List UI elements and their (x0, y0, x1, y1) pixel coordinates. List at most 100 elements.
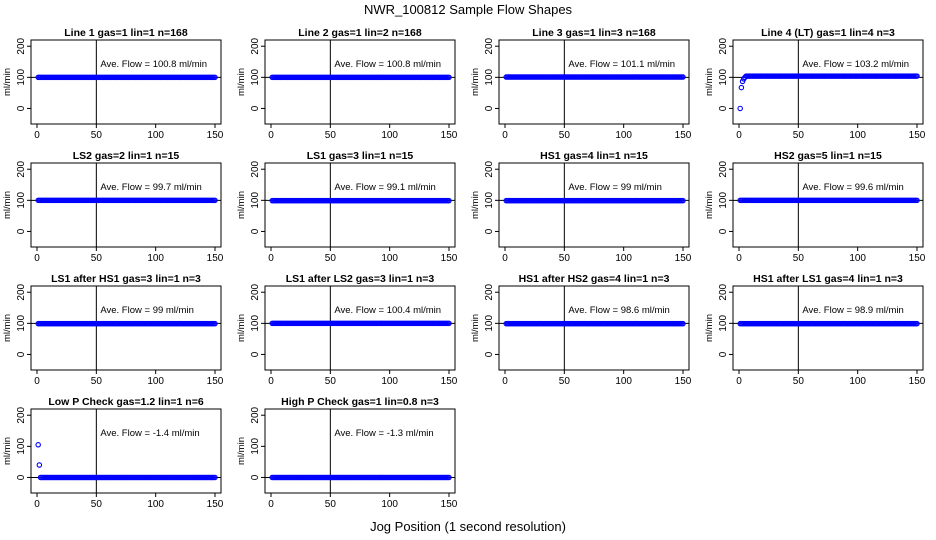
x-tick-label: 100 (147, 499, 164, 510)
y-axis-label: ml/min (236, 191, 247, 219)
y-tick-label: 0 (484, 105, 495, 111)
y-tick-label: 100 (718, 69, 729, 86)
data-series (737, 197, 920, 204)
y-axis-label: ml/min (470, 68, 481, 96)
panel-title: LS1 after HS1 gas=3 lin=1 n=3 (51, 273, 201, 285)
y-axis-label: ml/min (2, 191, 13, 219)
x-tick-label: 50 (325, 253, 337, 264)
panel: LS1 after LS2 gas=3 lin=1 n=3 0 50 100 150 0 1… (236, 273, 458, 387)
panel: Line 2 gas=1 lin=2 n=168 0 50 100 150 0 100 200… (236, 27, 458, 141)
data-point (36, 462, 43, 468)
data-point (446, 320, 452, 327)
data-series (269, 474, 452, 481)
ave-flow-annotation: Ave. Flow = 99.7 ml/min (100, 182, 201, 193)
panel-title: HS2 gas=5 lin=1 n=15 (774, 150, 882, 162)
x-tick-label: 150 (909, 130, 926, 141)
ave-flow-annotation: Ave. Flow = -1.3 ml/min (334, 428, 433, 439)
data-series (737, 320, 920, 327)
x-tick-label: 150 (675, 130, 692, 141)
data-point (737, 105, 743, 112)
x-tick-label: 100 (381, 376, 398, 387)
y-axis-label: ml/min (470, 314, 481, 342)
data-point (914, 197, 920, 204)
y-tick-label: 0 (718, 228, 729, 234)
panel-title: High P Check gas=1 lin=0.8 n=3 (281, 396, 439, 408)
plot-frame (30, 162, 222, 248)
ave-flow-annotation: Ave. Flow = 99 ml/min (100, 305, 194, 316)
ave-flow-annotation: Ave. Flow = 103.2 ml/min (802, 59, 909, 70)
y-tick-label: 0 (250, 474, 261, 480)
y-tick-label: 100 (484, 315, 495, 332)
x-tick-label: 150 (675, 253, 692, 264)
data-series (737, 73, 920, 112)
panel-title: HS1 gas=4 lin=1 n=15 (540, 150, 648, 162)
plot-frame (30, 408, 222, 494)
x-tick-label: 100 (147, 253, 164, 264)
data-point (446, 74, 452, 81)
ave-flow-annotation: Ave. Flow = 99.1 ml/min (334, 182, 435, 193)
y-tick-label: 200 (484, 283, 495, 300)
data-point (680, 74, 686, 80)
y-tick-label: 100 (484, 192, 495, 209)
panel-title: Line 3 gas=1 lin=3 n=168 (532, 27, 656, 39)
x-tick-label: 150 (441, 499, 458, 510)
panel: High P Check gas=1 lin=0.8 n=3 0 50 100 150 0… (236, 396, 458, 510)
plot-frame (732, 39, 924, 125)
y-tick-label: 0 (484, 351, 495, 357)
panel: Line 4 (LT) gas=1 lin=4 n=3 0 50 100 150 0 100… (704, 27, 926, 141)
x-tick-label: 150 (441, 130, 458, 141)
plot-frame (498, 39, 690, 125)
data-point (738, 84, 745, 91)
plot-frame (498, 162, 690, 248)
data-point (212, 197, 218, 204)
y-tick-label: 100 (250, 315, 261, 332)
data-point (680, 320, 686, 327)
data-series (35, 74, 218, 81)
data-point (35, 442, 41, 448)
panel: Low P Check gas=1.2 lin=1 n=6 0 50 100 150 0 1… (2, 396, 224, 510)
x-tick-label: 50 (559, 130, 571, 141)
data-point (446, 474, 452, 481)
plot-frame (498, 285, 690, 371)
y-tick-label: 0 (484, 228, 495, 234)
x-tick-label: 150 (909, 376, 926, 387)
x-tick-label: 0 (736, 253, 742, 264)
y-tick-label: 200 (16, 160, 27, 177)
ave-flow-annotation: Ave. Flow = -1.4 ml/min (100, 428, 199, 439)
ave-flow-annotation: Ave. Flow = 100.8 ml/min (334, 59, 441, 70)
y-axis-label: ml/min (704, 314, 715, 342)
data-point (914, 320, 920, 327)
y-tick-label: 100 (718, 192, 729, 209)
plot-frame (264, 285, 456, 371)
x-tick-label: 50 (559, 376, 571, 387)
y-tick-label: 200 (484, 37, 495, 54)
x-tick-label: 0 (502, 253, 508, 264)
x-tick-label: 0 (736, 130, 742, 141)
panel-title: LS1 gas=3 lin=1 n=15 (307, 150, 414, 162)
x-tick-label: 100 (615, 253, 632, 264)
y-tick-label: 100 (16, 192, 27, 209)
panel-title: Line 2 gas=1 lin=2 n=168 (298, 27, 422, 39)
x-tick-label: 50 (793, 253, 805, 264)
x-tick-label: 0 (268, 130, 274, 141)
x-tick-label: 100 (849, 253, 866, 264)
data-point (914, 73, 920, 79)
panels: Line 1 gas=1 lin=1 n=168 0 50 100 150 0 100 200… (2, 27, 926, 510)
y-tick-label: 100 (16, 438, 27, 455)
panel-title: HS1 after HS2 gas=4 lin=1 n=3 (519, 273, 670, 285)
panel-title: Low P Check gas=1.2 lin=1 n=6 (48, 396, 203, 408)
y-axis-label: ml/min (704, 191, 715, 219)
ave-flow-annotation: Ave. Flow = 98.9 ml/min (802, 305, 903, 316)
plot-frame (30, 285, 222, 371)
y-tick-label: 200 (250, 160, 261, 177)
x-tick-label: 50 (91, 499, 103, 510)
panel: LS2 gas=2 lin=1 n=15 0 50 100 150 0 100 200 ml/m… (2, 150, 224, 264)
panel-title: LS2 gas=2 lin=1 n=15 (73, 150, 180, 162)
x-tick-label: 50 (91, 130, 103, 141)
x-tick-label: 50 (793, 376, 805, 387)
x-tick-label: 100 (615, 376, 632, 387)
y-tick-label: 100 (250, 438, 261, 455)
panel: HS2 gas=5 lin=1 n=15 0 50 100 150 0 100 200 ml/m… (704, 150, 926, 264)
y-tick-label: 200 (16, 37, 27, 54)
x-tick-label: 50 (325, 130, 337, 141)
